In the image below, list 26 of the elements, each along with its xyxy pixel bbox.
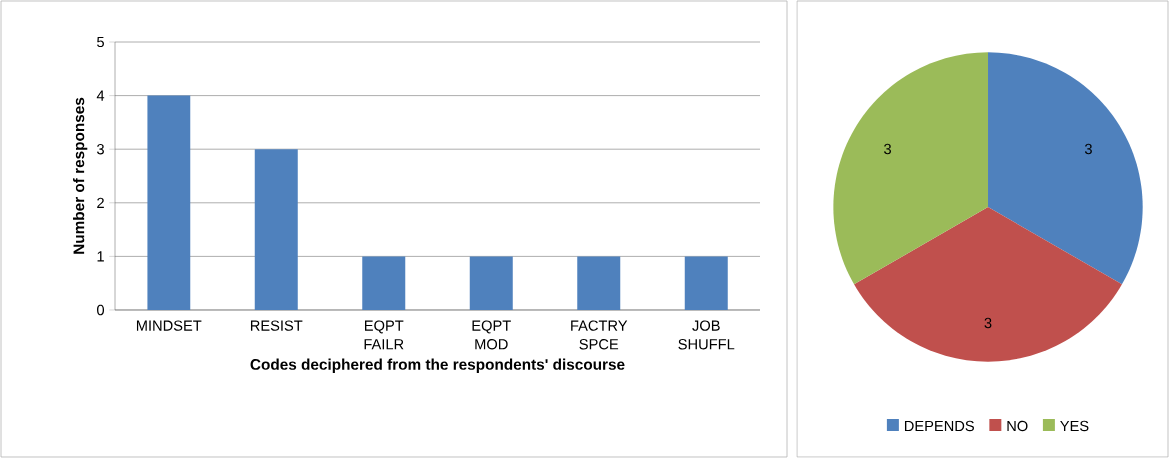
x-tick-label: JOB SHUFFL <box>678 320 735 350</box>
y-tick-label: 4 <box>96 90 105 101</box>
y-tick-label: 3 <box>97 144 104 155</box>
bar <box>577 256 621 310</box>
data-label: 3 <box>884 143 891 155</box>
legend-label: YES <box>1060 420 1089 432</box>
y-tick-label: 2 <box>97 197 104 208</box>
x-axis-title: Codes deciphered from the respondents' discourse <box>250 358 625 373</box>
bar <box>684 256 728 310</box>
x-tick-label: EQPT MOD <box>472 320 511 350</box>
bar <box>469 256 513 310</box>
data-label: 3 <box>1084 143 1092 155</box>
bar <box>254 149 298 310</box>
x-tick-label: EQPT FAILR <box>364 320 404 350</box>
bar <box>147 95 191 310</box>
y-tick-label: 5 <box>97 36 104 48</box>
y-axis-title: Number of responses <box>73 97 88 254</box>
x-tick-label: MINDSET <box>136 320 202 331</box>
bar <box>362 256 406 310</box>
legend-label: NO <box>1007 420 1028 432</box>
x-tick-label: FACTRY SPCE <box>571 320 628 350</box>
data-label: 3 <box>984 317 992 329</box>
y-tick-label: 0 <box>97 304 105 316</box>
legend-label: DEPENDS <box>904 420 974 432</box>
y-tick-label: 1 <box>97 251 104 262</box>
x-tick-label: RESIST <box>250 320 303 331</box>
